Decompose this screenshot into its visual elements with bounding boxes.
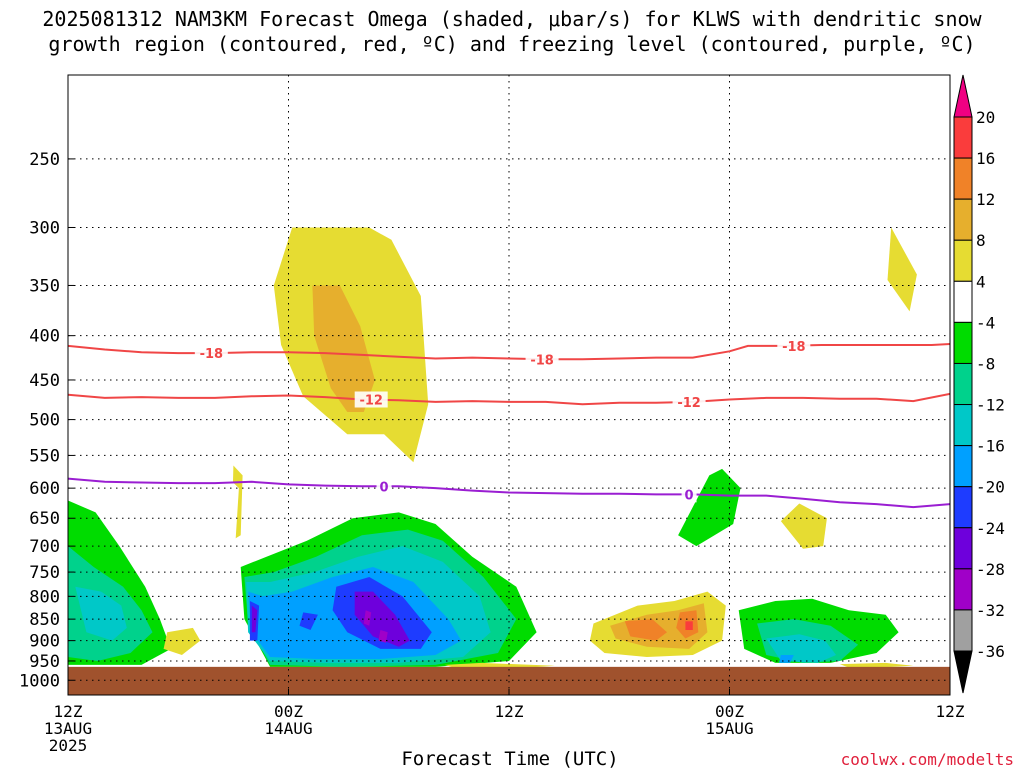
omega-colorbar: 20 16 12 8 4 -4 -8 -12 -16 -20 -24 -28 -32 -36 [953, 74, 1005, 694]
colorbar-tick-label: -28 [976, 560, 1005, 579]
contour-label: -12 [359, 394, 383, 409]
colorbar-swatch [953, 321, 973, 364]
y-tick-label: 700 [29, 537, 60, 557]
omega-region [887, 227, 917, 312]
y-tick-label: 850 [29, 610, 60, 630]
omega-region [678, 468, 741, 547]
colorbar-tick-label: -24 [976, 519, 1005, 538]
colorbar-swatch [953, 362, 973, 406]
x-tick-label: 13AUG [44, 719, 92, 738]
contour-label: 0 [685, 488, 694, 503]
contour-label-bg [354, 391, 388, 408]
contour-line [68, 343, 950, 361]
y-tick-label: 500 [29, 411, 60, 431]
colorbar-min-arrow [953, 650, 973, 694]
x-tick-label: 12Z [936, 702, 965, 721]
colorbar-swatch [953, 568, 973, 611]
colorbar-swatch [953, 404, 973, 447]
colorbar-swatch [953, 116, 973, 159]
omega-region [780, 503, 827, 549]
contour-line [68, 477, 950, 509]
y-tick-label: 900 [29, 632, 60, 652]
contour-label-bg [672, 393, 706, 410]
omega-region [354, 591, 410, 647]
omega-region [839, 662, 914, 668]
y-tick-label: 450 [29, 371, 60, 391]
colorbar-max-arrow [953, 74, 973, 118]
colorbar-tick-label: -16 [976, 437, 1005, 456]
contour-label: -18 [530, 353, 554, 368]
omega-region [299, 612, 318, 630]
colorbar-tick-label: 4 [976, 272, 986, 291]
omega-region [444, 662, 555, 668]
x-tick-label: 00Z [715, 702, 744, 721]
colorbar-swatch [953, 445, 973, 488]
x-tick-label: 12Z [495, 702, 524, 721]
y-tick-label: 400 [29, 327, 60, 347]
colorbar-tick-label: 16 [976, 149, 995, 168]
colorbar-swatch [953, 486, 973, 529]
colorbar-swatch [953, 198, 973, 241]
colorbar-tick-label: -32 [976, 601, 1005, 620]
contour-label-bg [194, 345, 228, 362]
colorbar-tick-label: 20 [976, 108, 995, 127]
omega-region [75, 586, 127, 641]
omega-region [363, 610, 372, 626]
chart-title-line2: growth region (contoured, red, ºC) and f… [48, 32, 975, 56]
y-tick-label: 750 [29, 563, 60, 583]
omega-region [578, 515, 598, 547]
colorbar-tick-label: 12 [976, 190, 995, 209]
omega-region [312, 285, 375, 412]
colorbar-swatch [953, 157, 973, 200]
colorbar-tick-label: 8 [976, 231, 986, 250]
omega-region [209, 472, 239, 555]
colorbar-tick-label: -8 [976, 354, 995, 373]
x-tick-label: 15AUG [705, 719, 753, 738]
contour-label-bg [525, 351, 559, 368]
y-tick-label: 650 [29, 509, 60, 529]
y-tick-label: 600 [29, 479, 60, 499]
colorbar-tick-label: -4 [976, 313, 995, 332]
omega-region [685, 621, 693, 630]
omega-region [624, 619, 667, 641]
contour-label-bg [681, 486, 697, 503]
x-tick-label: 14AUG [264, 719, 312, 738]
x-tick-label: 2025 [49, 736, 88, 755]
y-tick-label: 1000 [19, 671, 60, 691]
colorbar-swatch [953, 280, 973, 323]
y-tick-label: 800 [29, 587, 60, 607]
y-tick-label: 550 [29, 446, 60, 466]
colorbar-swatch [953, 609, 973, 652]
contour-label: -12 [677, 396, 701, 411]
y-tick-label: 950 [29, 652, 60, 672]
y-tick-label: 300 [29, 218, 60, 238]
contour-line [68, 392, 950, 406]
omega-region [378, 630, 388, 643]
x-tick-label: 00Z [274, 702, 303, 721]
contour-label: -18 [200, 347, 224, 362]
contour-label: 0 [986, 494, 995, 509]
contour-label: 0 [380, 480, 389, 495]
omega-shading [68, 227, 950, 668]
colorbar-tick-label: -36 [976, 642, 1005, 661]
x-axis-ticks: 12Z13AUG202500Z14AUG12Z00Z15AUG12Z00Z16A… [44, 689, 965, 755]
contour-label-bg [777, 337, 811, 354]
contour-label-bg [376, 478, 392, 495]
contour-label: -18 [782, 340, 806, 355]
colorbar-tick-label: -12 [976, 396, 1005, 415]
y-tick-label: 350 [29, 276, 60, 296]
colorbar-swatch [953, 239, 973, 282]
chart-title-line1: 2025081312 NAM3KM Forecast Omega (shaded… [42, 7, 982, 31]
y-axis-ticks: 2503003504004505005506006507007508008509… [19, 150, 74, 691]
x-tick-label: 12Z [54, 702, 83, 721]
omega-region [163, 627, 201, 655]
y-tick-label: 250 [29, 150, 60, 170]
credit-text: coolwx.com/modelts [841, 750, 1014, 768]
x-axis-label: Forecast Time (UTC) [401, 748, 618, 768]
colorbar-tick-label: -20 [976, 478, 1005, 497]
colorbar-swatch [953, 527, 973, 570]
omega-region [909, 400, 950, 516]
